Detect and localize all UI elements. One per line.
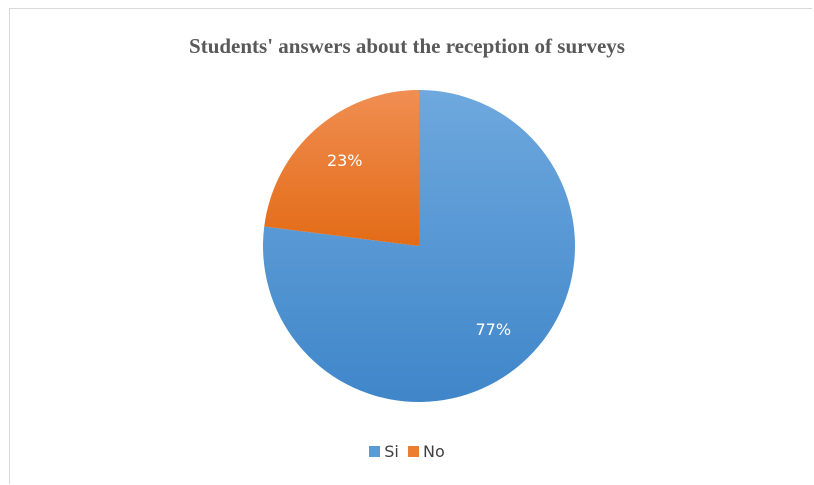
- chart-title: Students' answers about the reception of…: [189, 34, 625, 58]
- pie-slice-no: [264, 90, 419, 246]
- data-label-no: 23%: [327, 151, 363, 170]
- data-label-si: 77%: [475, 320, 511, 339]
- legend-item-si: Si: [369, 442, 399, 461]
- legend-label-si: Si: [384, 442, 399, 461]
- legend-swatch-si: [369, 446, 381, 457]
- legend-label-no: No: [422, 442, 445, 461]
- chart-legend: Si No: [0, 442, 814, 461]
- legend-item-no: No: [407, 442, 445, 461]
- legend-swatch-no: [407, 446, 419, 457]
- pie-slice-si: [263, 90, 576, 402]
